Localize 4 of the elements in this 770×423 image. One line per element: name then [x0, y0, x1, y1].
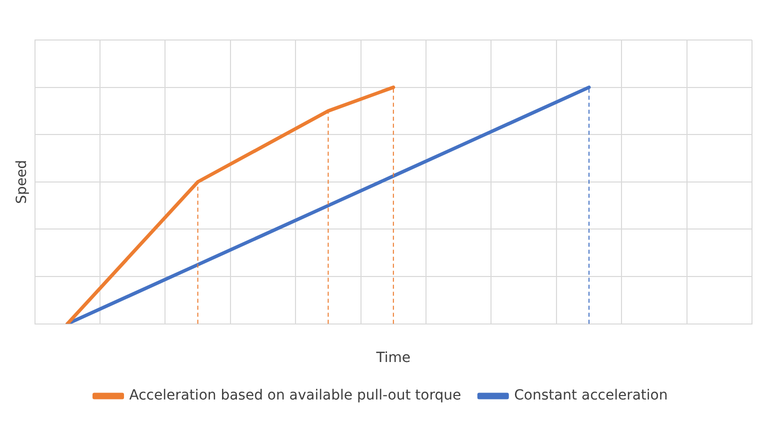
x-axis-title: Time	[375, 350, 411, 366]
legend-label: Acceleration based on available pull-out torque	[129, 388, 462, 404]
legend-label: Constant acceleration	[514, 388, 668, 404]
y-axis-title: Speed	[14, 160, 30, 204]
